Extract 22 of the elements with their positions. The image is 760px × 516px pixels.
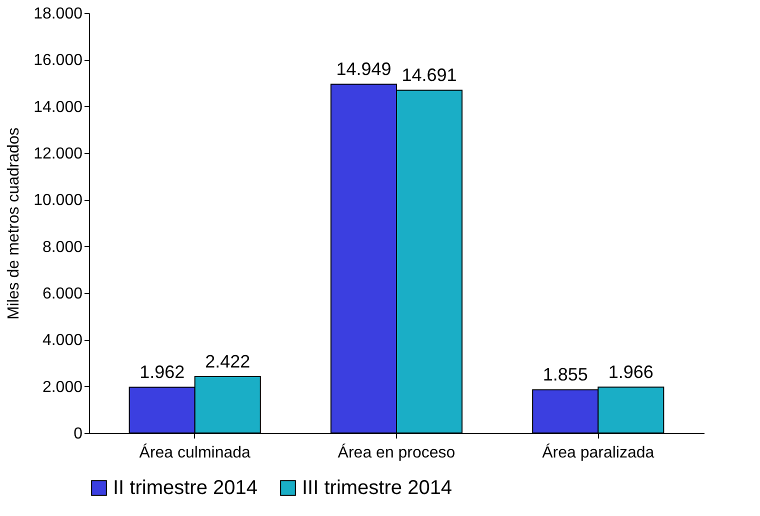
y-tick-label: 14.000 <box>34 98 83 116</box>
x-tick-label: Área paralizada <box>542 444 654 462</box>
y-tick-label: 4.000 <box>42 332 83 350</box>
y-tick-label: 8.000 <box>42 238 83 256</box>
y-tick-label: 6.000 <box>42 286 83 302</box>
data-label: 14.949 <box>336 59 392 80</box>
x-tick-label: Área en proceso <box>338 444 456 462</box>
legend-label: III trimestre 2014 <box>302 477 452 499</box>
data-label: 1.855 <box>542 364 588 385</box>
data-label: 2.422 <box>205 351 250 372</box>
y-tick-label: 0 <box>74 426 83 442</box>
data-label: 1.962 <box>140 362 185 382</box>
y-tick-label: 10.000 <box>34 192 83 210</box>
y-tick-label: 18.000 <box>34 6 83 22</box>
data-label: 1.966 <box>608 362 654 382</box>
y-axis-title: Miles de metros cuadrados <box>6 127 23 320</box>
y-tick-label: 16.000 <box>34 52 83 70</box>
legend-label: II trimestre 2014 <box>113 477 258 499</box>
y-tick-label: 12.000 <box>34 146 83 162</box>
x-tick-label: Área culminada <box>139 444 251 462</box>
data-label: 14.691 <box>402 65 457 86</box>
y-tick-label: 2.000 <box>42 378 83 396</box>
